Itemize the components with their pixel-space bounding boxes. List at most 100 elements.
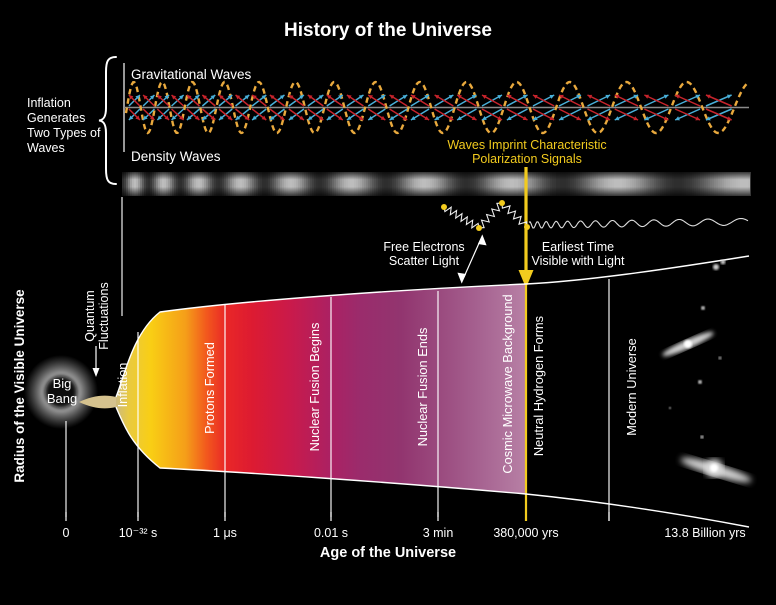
- star-icon: [700, 435, 704, 439]
- polarization-arrowhead: [157, 95, 162, 100]
- polarization-arrowhead: [244, 115, 250, 120]
- epoch-lines: [65, 197, 610, 521]
- polarization-arrowhead: [368, 115, 373, 120]
- polarization-arrowhead: [633, 94, 639, 99]
- polarization-arrow: [705, 108, 732, 121]
- star-icon: [713, 264, 719, 270]
- polarization-arrowhead: [549, 116, 555, 121]
- polarization-arrow: [705, 94, 732, 107]
- polarization-arrowhead: [261, 95, 267, 100]
- gravitational-wave: [124, 80, 749, 135]
- polarization-arrowhead: [186, 115, 192, 120]
- polarization-arrowhead: [614, 94, 620, 99]
- polarization-arrowhead: [434, 115, 440, 120]
- polarization-arrowhead: [410, 95, 416, 100]
- polarization-arrowhead: [532, 94, 538, 99]
- polarization-arrowhead: [194, 115, 200, 120]
- polarization-arrowhead: [587, 116, 593, 121]
- polarization-arrowhead: [235, 115, 241, 120]
- electron-dot: [476, 225, 482, 231]
- inflation-brace-label: Inflation Generates Two Types of Waves: [27, 96, 101, 155]
- polarization-arrowhead: [171, 95, 177, 100]
- polarization-arrowhead: [135, 115, 140, 120]
- polarization-arrowhead: [559, 116, 564, 121]
- gravitational-wave-curve: [124, 80, 749, 135]
- cone-top-outline: [115, 255, 750, 398]
- polarization-arrowhead: [675, 94, 680, 99]
- free-electrons-note-line1: Free Electrons: [383, 240, 464, 254]
- polarization-arrowhead: [587, 94, 593, 99]
- polarization-arrowhead: [128, 115, 134, 120]
- polarization-arrowhead: [605, 94, 611, 99]
- polarization-arrowhead: [402, 95, 408, 100]
- photon-wiggle-line: [528, 217, 749, 229]
- cone-colored-fill: [116, 284, 526, 494]
- polarization-arrowhead: [149, 95, 155, 100]
- cone-bottom-outline: [115, 406, 750, 528]
- polarization-arrowhead: [380, 95, 386, 100]
- brace-label-line2: Generates: [27, 111, 85, 125]
- polarization-arrowhead: [368, 95, 373, 100]
- polarization-arrow: [614, 108, 639, 121]
- brace-label-line3: Two Types of: [27, 126, 101, 140]
- polarization-arrow: [644, 94, 669, 107]
- brace-label-line1: Inflation: [27, 96, 71, 110]
- polarization-arrowhead: [482, 116, 487, 120]
- polarization-arrowhead: [318, 95, 324, 100]
- star-icon: [698, 380, 702, 384]
- polarization-arrowhead: [202, 95, 207, 100]
- polarization-arrowhead: [252, 95, 257, 100]
- polarization-arrowhead: [471, 95, 477, 99]
- polarization-arrowhead: [482, 95, 487, 99]
- axis-tick-label: 1 μs: [213, 526, 237, 540]
- electron-scatter-spring: [441, 200, 530, 231]
- epoch-label: Inflation: [115, 363, 130, 408]
- polarization-arrowhead: [358, 95, 364, 100]
- polarization-arrowhead: [143, 95, 148, 100]
- polarization-arrowhead: [522, 95, 528, 99]
- polarization-arrowhead: [299, 115, 304, 120]
- quantum-arrow: [92, 346, 100, 377]
- polarization-arrows: [128, 94, 732, 121]
- axis-tick-label: 0: [63, 526, 70, 540]
- brace-label-line4: Waves: [27, 141, 65, 155]
- polarization-arrowhead: [695, 94, 701, 99]
- earliest-time-note-line1: Earliest Time: [542, 240, 614, 254]
- polarization-arrowhead: [675, 116, 680, 121]
- polarization-arrowhead: [457, 95, 462, 99]
- axis-tick-label: 3 min: [423, 526, 454, 540]
- polarization-arrowhead: [576, 116, 581, 121]
- axis-tick-label: 10⁻³² s: [119, 526, 158, 540]
- polarization-arrowhead: [633, 116, 639, 121]
- polarization-arrow: [674, 108, 701, 121]
- polarization-arrowhead: [410, 115, 416, 120]
- polarization-arrowhead: [326, 95, 332, 100]
- polarization-arrowhead: [179, 115, 184, 120]
- big-bang-neck: [79, 395, 116, 409]
- polarization-arrowhead: [644, 116, 650, 121]
- polarization-arrowhead: [576, 94, 581, 99]
- polarization-arrowhead: [252, 115, 257, 120]
- polarization-arrowhead: [164, 115, 170, 120]
- polarization-arrowhead: [326, 115, 332, 120]
- polarization-note-line2: Polarization Signals: [472, 152, 582, 166]
- polarization-arrow: [674, 94, 701, 107]
- big-bang-core: [45, 376, 77, 408]
- polarization-arrow: [644, 108, 669, 121]
- polarization-arrowhead: [235, 95, 241, 100]
- polarization-arrowhead: [380, 115, 386, 120]
- gravitational-waves-label: Gravitational Waves: [131, 67, 252, 82]
- polarization-arrowhead: [143, 115, 148, 120]
- time-axis-title: Age of the Universe: [320, 545, 456, 561]
- polarization-arrowhead: [171, 115, 177, 120]
- polarization-arrowhead: [218, 95, 224, 100]
- polarization-arrowhead: [218, 115, 224, 120]
- polarization-arrowhead: [128, 95, 134, 100]
- star-icon: [668, 406, 672, 410]
- density-waves-label: Density Waves: [131, 149, 221, 164]
- star-icon: [701, 306, 705, 310]
- polarization-arrowhead: [358, 115, 364, 120]
- polarization-arrowhead: [402, 115, 408, 120]
- polarization-arrowhead: [307, 115, 313, 120]
